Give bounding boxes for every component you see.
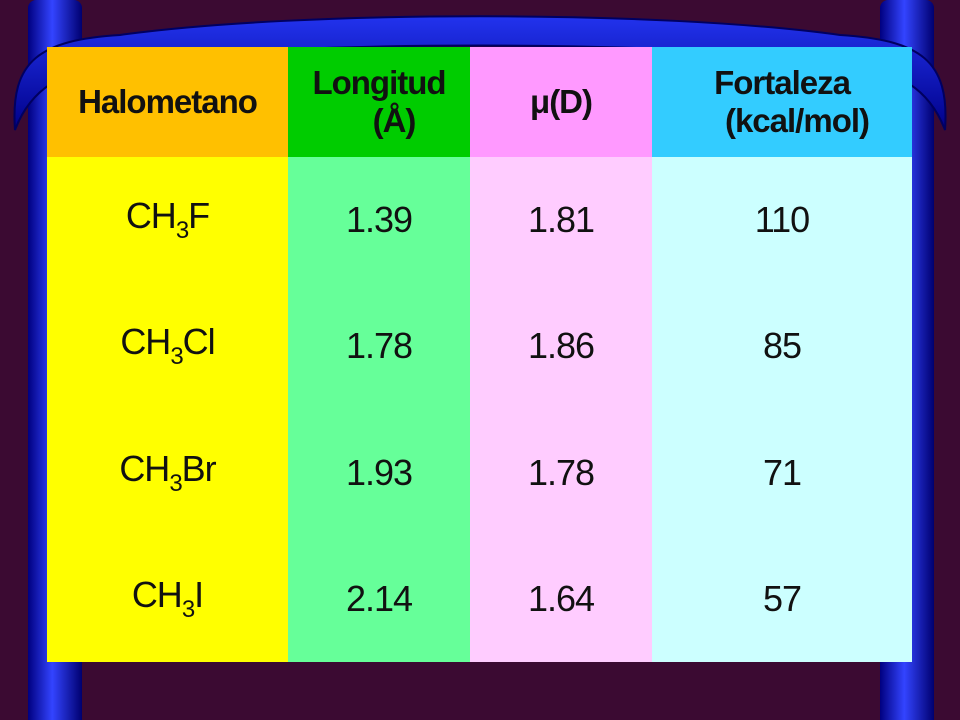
table-row: CH3I 2.14 1.64 57 [47,535,912,662]
formula-suffix: F [188,195,210,237]
table-cell: 71 [652,409,912,536]
cell-value: 57 [762,577,802,619]
right-pillar-base [880,688,934,720]
formula-prefix: CH [125,195,177,237]
cell-value: 71 [762,451,802,493]
table-cell: 1.78 [288,283,470,410]
formula-subscript: 3 [170,343,183,371]
header-text: Fortaleza [714,64,851,101]
table-cell: 57 [652,535,912,662]
table-body: CH3F 1.39 1.81 110 CH3Cl 1.78 1.86 85 CH3Br 1.93 1… [47,157,912,662]
table-cell: CH3Br [47,409,288,536]
table-cell: 110 [652,157,912,284]
cell-value: 2.14 [345,577,413,619]
table-cell: CH3Cl [47,283,288,410]
cell-value: 1.64 [527,577,595,619]
formula-prefix: CH [131,573,183,615]
formula-suffix: Br [181,447,217,489]
formula-prefix: CH [119,447,170,489]
formula-subscript: 3 [175,217,189,245]
table-cell: 2.14 [288,535,470,662]
header-text: (Å) [372,102,417,139]
cell-value: 85 [762,325,802,367]
cell-value: 1.86 [527,325,595,367]
table-cell: 1.39 [288,157,470,284]
table-cell: CH3I [47,535,288,662]
table-cell: 1.86 [470,283,652,410]
table-cell: 1.81 [470,157,652,284]
table-row: CH3Br 1.93 1.78 71 [47,409,912,536]
header-cell: Halometano [47,47,288,157]
cell-value: 1.39 [345,199,413,241]
header-text: Halometano [78,83,258,120]
table-row: CH3Cl 1.78 1.86 85 [47,283,912,410]
table-cell: 1.78 [470,409,652,536]
cell-value: 110 [754,199,810,241]
table-cell: CH3F [47,157,288,284]
cell-value: 1.78 [527,451,595,493]
header-text: Longitud [312,64,446,101]
table-row: CH3F 1.39 1.81 110 [47,157,912,284]
header-row: Halometano Longitud (Å) μ(D) Fortaleza (kc… [47,47,912,157]
bottom-band [0,688,960,720]
header-text: μ(D) [530,83,593,120]
formula-suffix: I [194,573,204,615]
table-cell: 85 [652,283,912,410]
formula-suffix: Cl [182,321,216,363]
table-cell: 1.64 [470,535,652,662]
cell-value: 1.78 [345,325,413,367]
formula-subscript: 3 [169,469,182,497]
cell-value: 1.81 [527,199,595,241]
header-cell: μ(D) [470,47,652,157]
left-pillar-base [28,688,82,720]
formula-subscript: 3 [181,595,195,623]
formula-prefix: CH [120,321,171,363]
data-table: Halometano Longitud (Å) μ(D) Fortaleza (kc… [47,47,912,662]
header-cell: Longitud (Å) [288,47,470,157]
table-cell: 1.93 [288,409,470,536]
header-cell: Fortaleza (kcal/mol) [652,47,912,157]
cell-value: 1.93 [345,451,413,493]
header-text: (kcal/mol) [724,102,870,139]
